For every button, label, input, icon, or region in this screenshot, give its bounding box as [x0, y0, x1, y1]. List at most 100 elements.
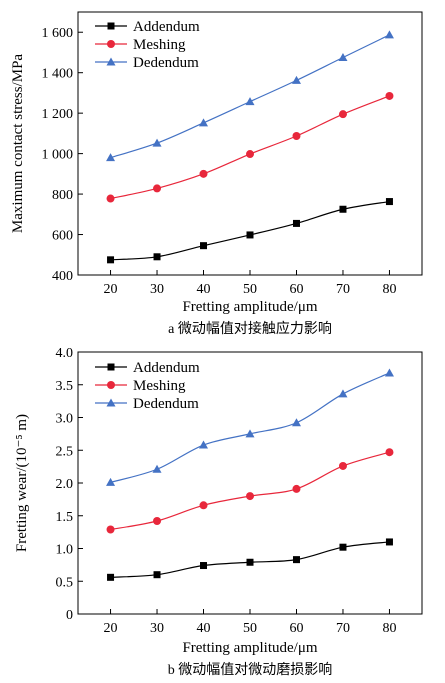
legend: Addendum Meshing Dedendum [95, 360, 200, 412]
plot-frame [77, 351, 423, 615]
data-point-addendum [200, 242, 208, 250]
data-point-addendum [292, 556, 300, 564]
data-point-meshing [153, 184, 162, 193]
data-point-addendum [339, 543, 347, 551]
x-tick-label: 20 [104, 282, 118, 297]
y-tick-label: 1 200 [42, 107, 74, 122]
y-tick-label: 1 000 [42, 148, 74, 163]
data-point-dedendum [384, 30, 394, 39]
series-line-dedendum [110, 34, 390, 159]
data-point-dedendum [152, 138, 162, 147]
data-point-dedendum [245, 97, 255, 106]
data-point-addendum [385, 538, 393, 546]
data-point-dedendum [106, 477, 116, 486]
legend-marker-meshing [107, 381, 115, 389]
data-point-addendum [107, 256, 115, 264]
legend-label-addendum: Addendum [133, 360, 200, 376]
series-line-addendum [110, 200, 390, 261]
data-point-dedendum [199, 118, 209, 127]
y-tick-label: 2.5 [56, 444, 74, 459]
legend-marker-addendum [107, 22, 115, 30]
data-point-dedendum [338, 53, 348, 62]
y-tick-label: 4.0 [56, 346, 74, 361]
data-point-meshing [385, 448, 394, 457]
data-point-meshing [338, 110, 347, 119]
data-point-addendum [246, 558, 254, 566]
data-point-dedendum [152, 464, 162, 473]
x-tick-label: 50 [243, 621, 257, 636]
data-point-meshing [292, 132, 301, 141]
x-tick-label: 80 [382, 621, 396, 636]
x-tick-label: 60 [289, 282, 303, 297]
x-tick-label: 20 [104, 621, 118, 636]
y-tick-label: 0 [66, 608, 73, 623]
data-point-meshing [385, 91, 394, 100]
y-tick-label: 0.5 [56, 575, 74, 590]
legend-label-dedendum: Dedendum [133, 396, 199, 412]
data-point-dedendum [291, 75, 301, 84]
y-tick-label: 3.0 [56, 412, 74, 427]
y-tick-label: 1.5 [56, 510, 74, 525]
chart-fretting-wear: 20 30 40 50 60 70 8000.51.01.52.02.53.03.54.0 … [14, 346, 423, 678]
x-tick-label: 30 [150, 282, 164, 297]
data-point-meshing [292, 484, 301, 493]
data-point-meshing [338, 461, 347, 470]
x-tick-label: 40 [197, 282, 211, 297]
data-point-addendum [292, 219, 300, 227]
data-point-addendum [107, 573, 115, 581]
data-point-dedendum [199, 440, 209, 449]
x-axis-title: Fretting amplitude/μm [182, 299, 317, 315]
legend-marker-dedendum [106, 57, 116, 66]
x-tick-label: 70 [336, 621, 350, 636]
x-tick-label: 80 [382, 282, 396, 297]
legend: Addendum Meshing Dedendum [95, 19, 200, 71]
legend-label-addendum: Addendum [133, 19, 200, 35]
series-line-meshing [110, 451, 390, 531]
y-axis-title: Maximum contact stress/MPa [10, 54, 26, 233]
y-tick-label: 1.0 [56, 543, 74, 558]
data-point-dedendum [338, 389, 348, 398]
data-point-meshing [246, 492, 254, 501]
chart-caption: a 微动幅值对接触应力影响 [168, 320, 332, 337]
data-point-meshing [153, 516, 162, 525]
x-tick-label: 70 [336, 282, 350, 297]
data-point-meshing [199, 169, 208, 178]
data-point-addendum [153, 571, 161, 579]
y-tick-label: 600 [52, 229, 73, 244]
data-point-meshing [199, 501, 208, 510]
data-point-meshing [106, 525, 115, 534]
legend-marker-addendum [107, 363, 115, 371]
data-point-meshing [246, 150, 254, 159]
x-tick-label: 30 [150, 621, 164, 636]
legend-label-meshing: Meshing [133, 37, 186, 53]
data-point-addendum [339, 205, 347, 213]
x-axis-title: Fretting amplitude/μm [182, 640, 317, 656]
y-tick-label: 2.0 [56, 477, 74, 492]
data-point-dedendum [245, 429, 255, 438]
legend-marker-meshing [107, 40, 115, 48]
x-tick-label: 50 [243, 282, 257, 297]
y-tick-label: 1 400 [42, 67, 74, 82]
legend-label-dedendum: Dedendum [133, 55, 199, 71]
data-point-dedendum [384, 368, 394, 377]
y-tick-label: 1 600 [42, 26, 74, 41]
data-point-dedendum [106, 153, 116, 162]
x-tick-label: 40 [197, 621, 211, 636]
chart-marks: 20 30 40 50 60 70 80 400 600 800 1 000 1 200 1 400 1 … [42, 26, 397, 297]
x-tick-label: 60 [289, 621, 303, 636]
chart-caption: b 微动幅值对微动磨损影响 [168, 662, 333, 678]
data-point-addendum [246, 231, 254, 239]
data-point-addendum [200, 562, 208, 570]
y-tick-label: 400 [52, 269, 73, 284]
legend-label-meshing: Meshing [133, 378, 186, 394]
data-point-dedendum [291, 418, 301, 427]
series-line-meshing [110, 95, 390, 200]
y-axis-title: Fretting wear/(10⁻⁵ m) [14, 414, 30, 552]
data-point-meshing [106, 194, 115, 203]
data-point-addendum [153, 253, 161, 261]
legend-marker-dedendum [106, 398, 116, 407]
chart-contact-stress: 20 30 40 50 60 70 80 400 600 800 1 000 1 200 1 400 1 … [10, 11, 423, 337]
chart-marks: 20 30 40 50 60 70 80 0 0.5 1.0 1.5 2.0 2.5 3.0 3.5 4.0 [56, 346, 397, 636]
data-point-addendum [385, 198, 393, 206]
